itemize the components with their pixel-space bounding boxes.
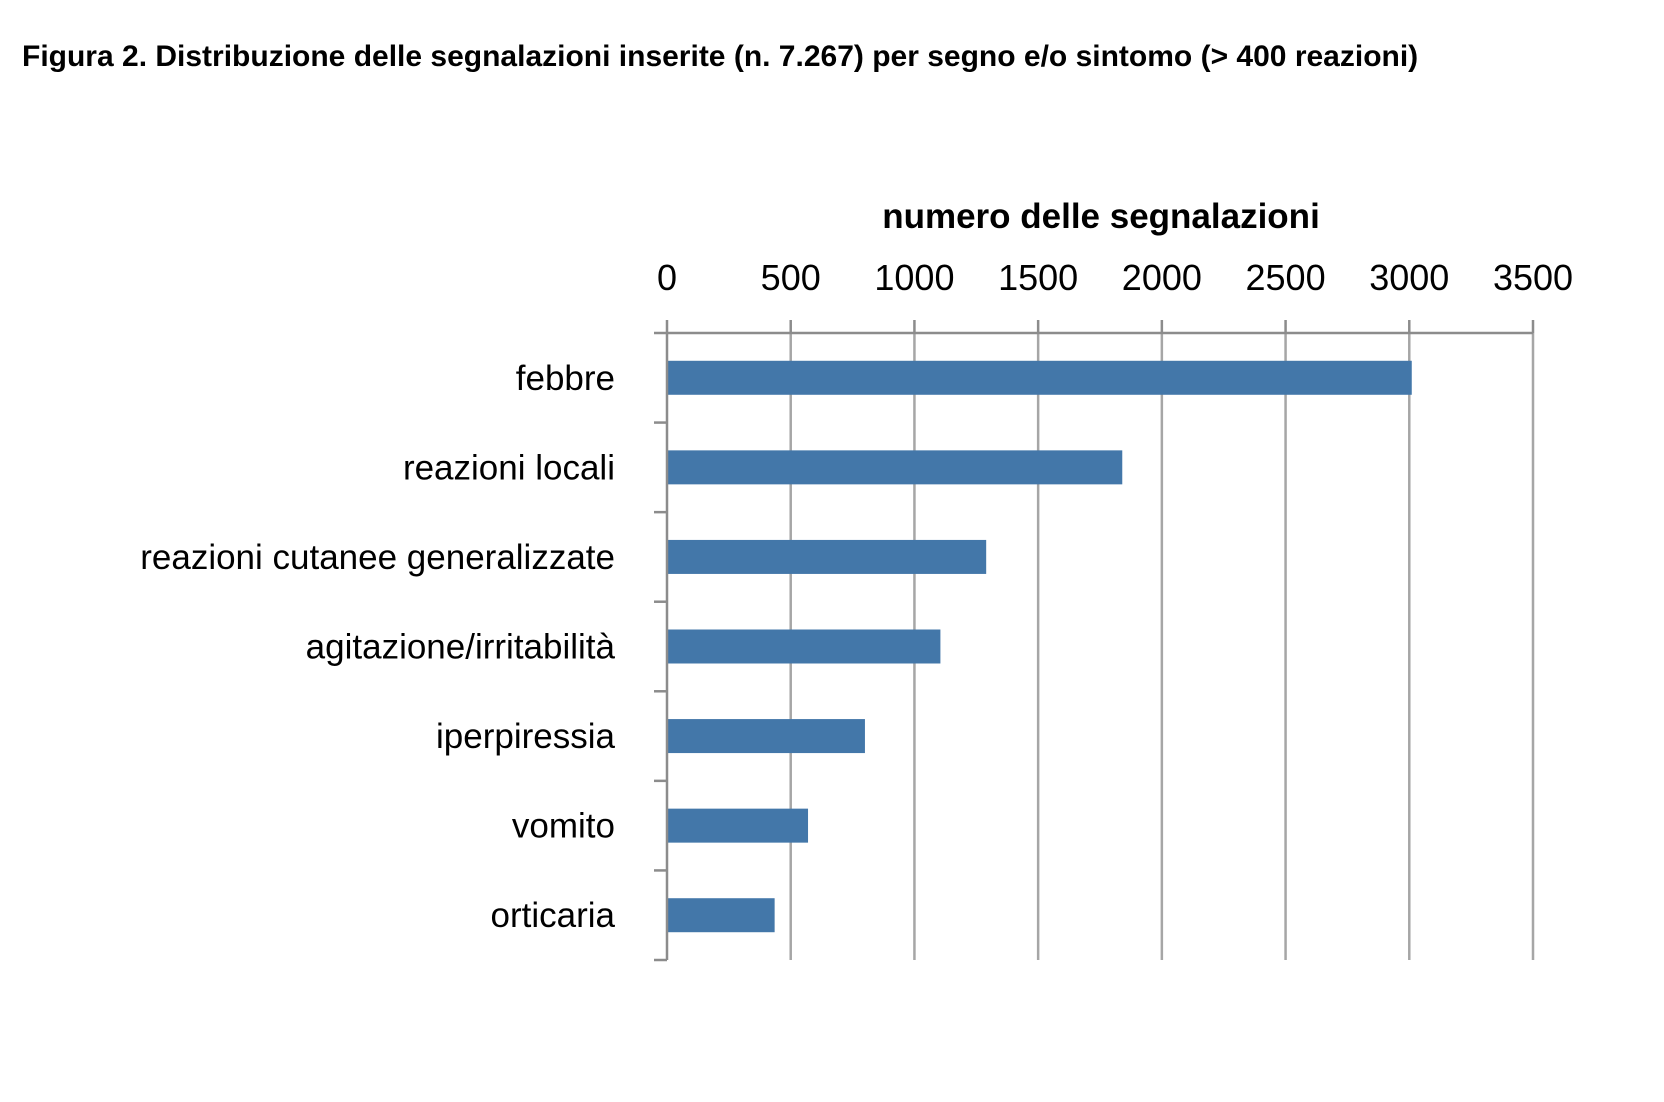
x-tick-label: 2500 — [1246, 257, 1326, 298]
bar — [667, 719, 865, 754]
category-label: agitazione/irritabilità — [306, 628, 616, 667]
bar — [667, 629, 941, 664]
x-tick-label: 500 — [761, 257, 821, 298]
figure-title: Figura 2. Distribuzione delle segnalazio… — [22, 40, 1419, 73]
bar — [667, 539, 987, 574]
bar — [667, 898, 775, 933]
x-tick-label: 1500 — [998, 257, 1078, 298]
category-label: vomito — [512, 807, 615, 846]
x-tick-label: 3500 — [1493, 257, 1573, 298]
category-label: reazioni cutanee generalizzate — [140, 538, 615, 577]
axes — [654, 331, 1533, 962]
x-axis-title: numero delle segnalazioni — [882, 197, 1320, 236]
category-labels: febbre reazioni locali reazioni cutanee ge… — [140, 359, 615, 935]
bars — [667, 360, 1412, 933]
bar — [667, 450, 1123, 485]
category-label: febbre — [516, 359, 615, 398]
category-label: orticaria — [491, 896, 616, 935]
x-tick-label: 0 — [657, 257, 677, 298]
x-tick-label: 1000 — [874, 257, 954, 298]
x-tick-label: 2000 — [1122, 257, 1202, 298]
category-label: iperpiressia — [436, 717, 615, 756]
bar — [667, 360, 1412, 395]
x-tick-labels: 0 500 1000 1500 2000 2500 3000 3500 — [657, 257, 1573, 298]
category-label: reazioni locali — [403, 448, 615, 487]
bar — [667, 808, 809, 843]
x-tick-label: 3000 — [1369, 257, 1449, 298]
